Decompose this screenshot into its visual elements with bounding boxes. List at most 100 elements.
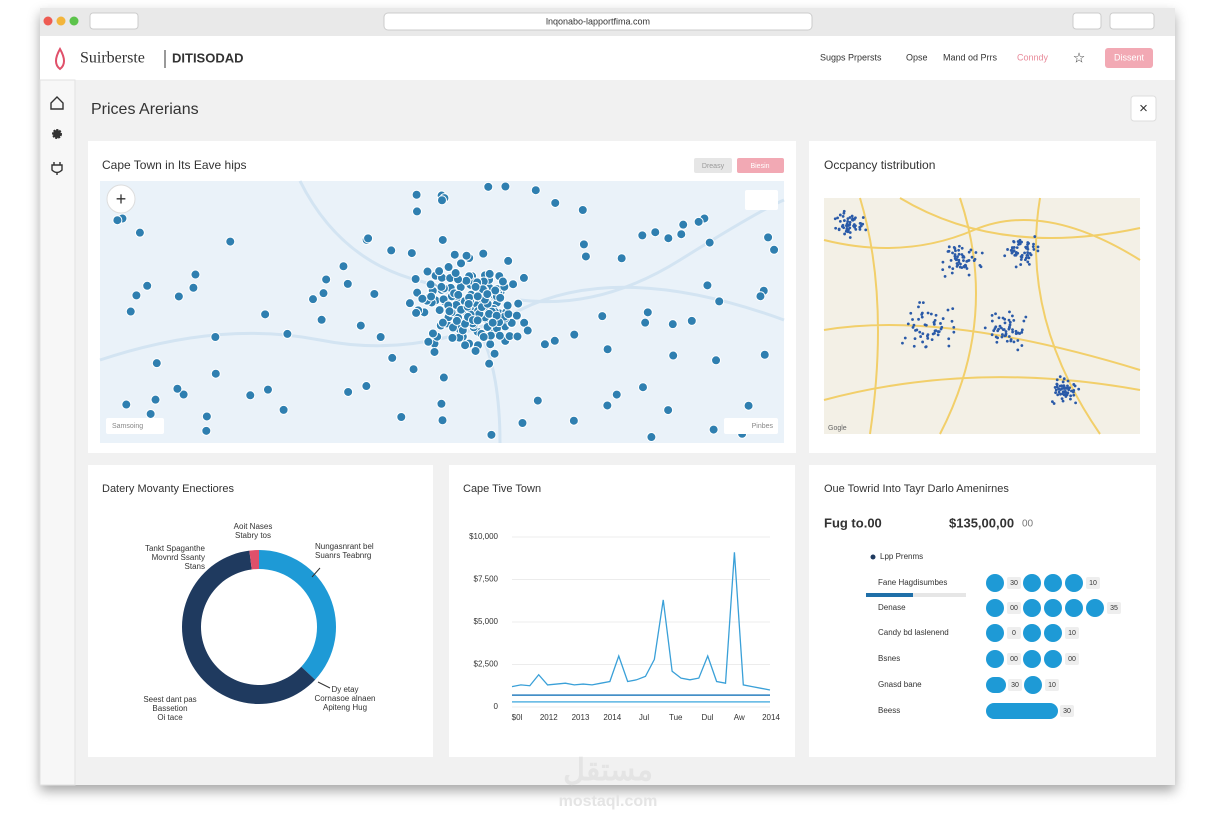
occupancy-dot bbox=[995, 340, 999, 344]
donut-segment bbox=[259, 550, 337, 680]
page-title: Prices Arerians bbox=[91, 101, 199, 118]
zoom-button[interactable] bbox=[106, 184, 136, 214]
donut-label: Aoit Nases bbox=[234, 522, 273, 531]
occupancy-dot bbox=[921, 301, 925, 304]
listing-dot bbox=[503, 255, 514, 266]
listing-dot bbox=[549, 335, 560, 346]
nav-link[interactable]: Mand od Prrs bbox=[943, 52, 998, 62]
occupancy-dot bbox=[1014, 332, 1018, 336]
occupancy-dot bbox=[969, 248, 973, 252]
home-icon[interactable] bbox=[50, 96, 64, 110]
listing-dot bbox=[318, 288, 329, 299]
listing-dot bbox=[472, 291, 483, 302]
listing-dot bbox=[142, 280, 153, 291]
listing-dot bbox=[411, 307, 422, 318]
settings-icon[interactable] bbox=[52, 129, 62, 139]
legend-label: Lpp Prenms bbox=[880, 552, 923, 561]
nav-buttons[interactable] bbox=[89, 12, 139, 30]
map-legend bbox=[106, 418, 164, 434]
occupancy-dot bbox=[841, 214, 845, 218]
min-dot[interactable] bbox=[56, 16, 66, 26]
x-tick-label: 2014 bbox=[762, 713, 780, 722]
browser-btn[interactable] bbox=[1109, 12, 1155, 30]
occupancy-dot bbox=[1019, 255, 1023, 259]
occupancy-dot bbox=[909, 311, 913, 315]
amenity-dot bbox=[1044, 599, 1062, 617]
listing-dot bbox=[282, 328, 293, 339]
listing-dot bbox=[463, 298, 474, 309]
nav-link[interactable]: Opse bbox=[906, 52, 928, 62]
listing-dot bbox=[444, 306, 455, 317]
listing-dot bbox=[417, 293, 428, 304]
occupancy-dot bbox=[1008, 323, 1012, 327]
listing-dot bbox=[112, 215, 123, 226]
listing-dot bbox=[602, 344, 613, 355]
listing-dot bbox=[494, 330, 505, 341]
listing-dot bbox=[485, 339, 496, 350]
occupancy-map[interactable] bbox=[824, 198, 1140, 434]
listing-dot bbox=[408, 364, 419, 375]
occupancy-dot bbox=[949, 258, 953, 262]
listing-dot bbox=[702, 280, 713, 291]
listing-dot bbox=[693, 216, 704, 227]
occupancy-dot bbox=[1061, 380, 1065, 384]
occupancy-dot bbox=[956, 263, 960, 267]
close-button[interactable] bbox=[1130, 95, 1157, 122]
url-bar[interactable] bbox=[383, 12, 813, 31]
map-button[interactable] bbox=[694, 158, 732, 173]
amenity-tag-label: 10 bbox=[1089, 580, 1097, 587]
occupancy-dot bbox=[1067, 388, 1071, 392]
occupancy-dot bbox=[1069, 397, 1072, 401]
amenity-tag-label: 30 bbox=[1010, 580, 1018, 587]
amenity-tag bbox=[1007, 577, 1021, 589]
occupancy-dot bbox=[1066, 384, 1069, 388]
occupancy-dot bbox=[1074, 401, 1078, 405]
listing-dot bbox=[361, 381, 372, 392]
occupancy-dot bbox=[997, 316, 1001, 320]
occupancy-dot bbox=[993, 327, 997, 330]
occupancy-dot bbox=[859, 224, 863, 228]
map-button[interactable] bbox=[737, 158, 784, 173]
listing-dot bbox=[755, 291, 766, 302]
listing-dot bbox=[201, 425, 212, 436]
amenity-dot bbox=[1065, 574, 1083, 592]
nav-link[interactable]: Sugps Prpersts bbox=[820, 52, 882, 62]
occupancy-dot bbox=[958, 265, 962, 269]
amenity-pill bbox=[986, 677, 1006, 693]
listing-dot bbox=[121, 399, 132, 410]
donut-card bbox=[88, 465, 433, 757]
occupancy-dot bbox=[1007, 326, 1011, 330]
browser-btn[interactable] bbox=[1072, 12, 1102, 30]
plug-icon[interactable] bbox=[51, 162, 63, 175]
occupancy-dot bbox=[848, 231, 852, 234]
occupancy-dot bbox=[1031, 245, 1035, 249]
occupancy-dot bbox=[1026, 243, 1029, 246]
star[interactable]: ☆ bbox=[1073, 50, 1086, 66]
occupancy-dot bbox=[858, 221, 862, 225]
close-dot[interactable] bbox=[43, 16, 53, 26]
map-legend bbox=[724, 418, 778, 434]
occupancy-dot bbox=[848, 216, 852, 219]
occupancy-dot bbox=[1012, 340, 1016, 344]
nav-link[interactable]: Conndy bbox=[1017, 52, 1049, 62]
max-dot[interactable] bbox=[69, 16, 79, 26]
listing-dot bbox=[406, 248, 417, 259]
listing-dot bbox=[577, 204, 588, 215]
listing-dot bbox=[512, 331, 523, 342]
listing-dot bbox=[487, 317, 498, 328]
occupancy-dot bbox=[961, 255, 965, 259]
listing-dot bbox=[470, 345, 481, 356]
occupancy-dot bbox=[990, 313, 994, 317]
map-button-label: Dreasy bbox=[702, 163, 725, 170]
listing-dot bbox=[151, 358, 162, 369]
listing-dot bbox=[711, 355, 722, 366]
amenity-dot bbox=[1024, 676, 1042, 694]
listing-dot bbox=[500, 181, 511, 192]
occupancy-dot bbox=[926, 311, 930, 315]
occupancy-dot bbox=[848, 223, 852, 227]
map-control[interactable] bbox=[745, 190, 778, 210]
header-button[interactable] bbox=[1105, 48, 1153, 68]
listing-dot bbox=[437, 415, 448, 426]
listing-dot bbox=[429, 346, 440, 357]
